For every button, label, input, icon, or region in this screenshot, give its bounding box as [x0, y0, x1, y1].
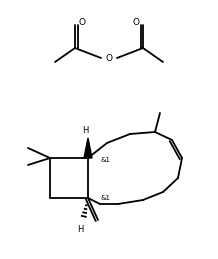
Text: H: H	[77, 225, 83, 234]
Text: O: O	[133, 18, 140, 26]
Text: &1: &1	[100, 195, 110, 201]
Text: &1: &1	[100, 157, 110, 163]
Text: O: O	[78, 18, 85, 26]
Polygon shape	[84, 138, 92, 158]
Text: O: O	[106, 54, 112, 62]
Text: H: H	[82, 126, 88, 134]
